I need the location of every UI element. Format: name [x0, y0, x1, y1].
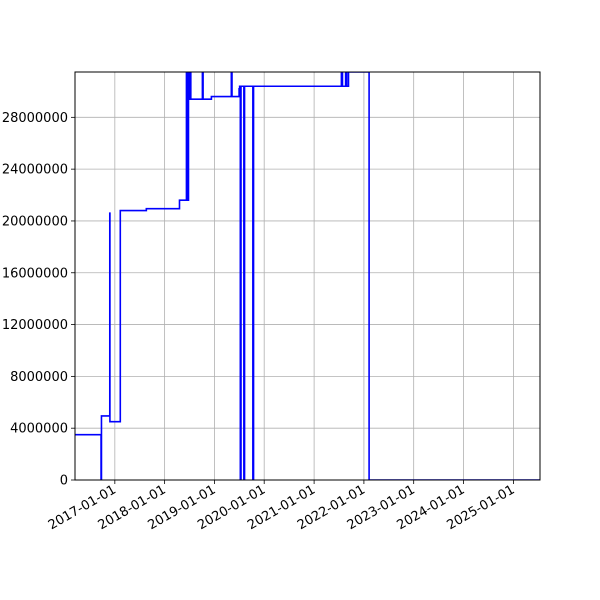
y-tick-label: 20000000 [2, 214, 68, 229]
y-tick-label: 8000000 [10, 370, 68, 385]
series-line-0 [75, 72, 540, 480]
plot-frame [74, 71, 541, 481]
y-tick-label: 0 [60, 474, 68, 489]
y-tick-label: 24000000 [2, 163, 68, 178]
y-axis: 0 4000000 8000000 12000000 16000000 20000000 2… [2, 111, 75, 489]
series-layer [75, 72, 540, 480]
plot-area [75, 72, 540, 480]
y-tick-label: 12000000 [2, 318, 68, 333]
y-tick-label: 16000000 [2, 266, 68, 281]
y-tick-label: 28000000 [2, 111, 68, 126]
y-tick-label: 4000000 [10, 422, 68, 437]
